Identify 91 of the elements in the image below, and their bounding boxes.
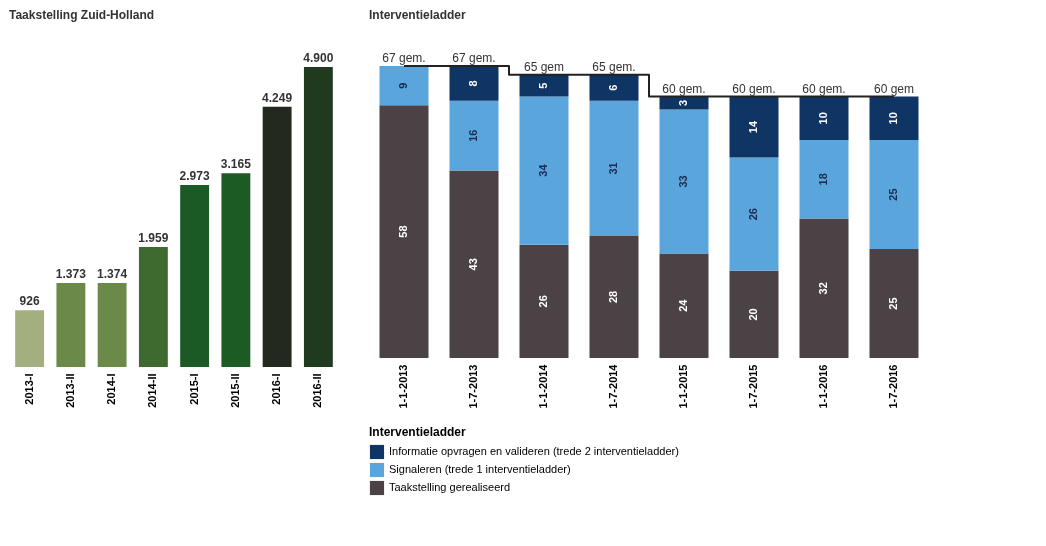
data-label: 58 [397,225,409,238]
bar [869,249,919,358]
data-label: 16 [467,129,479,142]
bar [379,66,429,106]
x-tick-label: 2015-II [228,373,241,408]
x-tick-label: 1-1-2013 [397,364,409,409]
x-tick-label: 1-7-2013 [467,364,479,409]
bar [589,74,639,101]
data-label: 67 gem. [452,51,496,65]
data-label: 3 [677,99,689,107]
data-label: 2.973 [179,168,210,183]
bar [519,74,569,97]
x-tick-label: 2014-I [105,373,118,405]
bar [449,170,499,358]
data-label: 26 [537,295,549,308]
x-tick-label: 1-7-2015 [747,364,759,409]
bar [869,96,919,141]
data-label: 33 [677,175,689,188]
bar [519,244,569,358]
x-tick-label: 1-1-2016 [817,364,829,409]
data-label: 60 gem [873,81,915,96]
data-label: 60 gem. [732,81,776,96]
bar [799,140,849,219]
bar [519,96,569,245]
data-label: 60 gem. [662,81,706,96]
chart-title: Taakstelling Zuid-Holland [9,8,155,22]
data-label: 26 [747,208,759,221]
x-tick-label: 2015-I [187,373,200,405]
legend-label: Informatie opvragen en valideren (trede 2 interventieladder) [389,445,679,457]
legend-label: Taakstelling gerealiseerd [389,481,511,493]
text: Interventieladder [369,8,467,22]
data-label: 8 [467,80,479,87]
x-tick-label: 2013-I [22,373,35,405]
data-label: 1.374 [97,266,128,281]
data-label: 3.165 [220,157,252,172]
bar [729,96,779,158]
x-tick-label: 2016-II [311,373,324,408]
data-label: 6 [607,84,619,91]
x-tick-label: 2013-II [63,373,76,408]
data-label: 4.900 [303,51,334,65]
data-label: 5 [537,82,549,89]
data-label: 65 gem [523,59,565,74]
data-label: 34 [537,163,549,177]
bar [659,109,709,254]
legend-label: Signaleren (trede 1 interventieladder) [389,463,571,475]
x-tick-label: 2016-I [270,373,283,405]
bar [379,105,429,358]
data-label: 60 gem. [802,81,846,96]
data-label: 4.249 [262,90,293,105]
x-tick-label: 2014-II [146,373,159,408]
x-tick-label: 1-7-2016 [887,364,899,409]
data-label: 32 [817,282,829,295]
bar [303,67,333,367]
x-tick-label: 1-7-2014 [607,363,619,409]
data-label: 20 [747,308,759,321]
data-label: 65 gem. [592,59,636,74]
bar [97,282,127,367]
bar [589,100,639,236]
bar [869,140,919,250]
data-label: 31 [607,162,619,175]
bar [180,184,210,367]
data-label: 25 [887,297,899,310]
legend-title: Interventieladder [369,425,467,439]
bar [449,66,499,101]
x-tick-label: 1-1-2015 [677,364,689,409]
data-label: 10 [817,112,829,125]
data-label: 1.959 [138,231,169,246]
data-label: 67 gem. [382,51,426,65]
bar [56,282,86,367]
bar [15,310,45,367]
data-label: 18 [817,173,829,186]
bar [138,247,168,367]
data-label: 24 [677,298,689,312]
data-label: 28 [607,290,619,304]
bar [221,173,251,367]
bar [659,253,709,358]
bar [449,100,499,171]
bar [729,270,779,358]
data-label: 43 [467,258,479,271]
bar [262,106,292,367]
data-label: 14 [747,120,759,134]
bar [729,157,779,271]
bar [799,218,849,358]
data-label: 10 [887,112,899,125]
x-tick-label: 1-1-2014 [537,363,549,409]
data-label: 1.373 [55,266,87,281]
data-label: 9 [397,82,409,89]
bar [799,96,849,141]
data-label: 25 [887,188,899,201]
data-label: 926 [19,294,40,309]
bar [589,235,639,358]
